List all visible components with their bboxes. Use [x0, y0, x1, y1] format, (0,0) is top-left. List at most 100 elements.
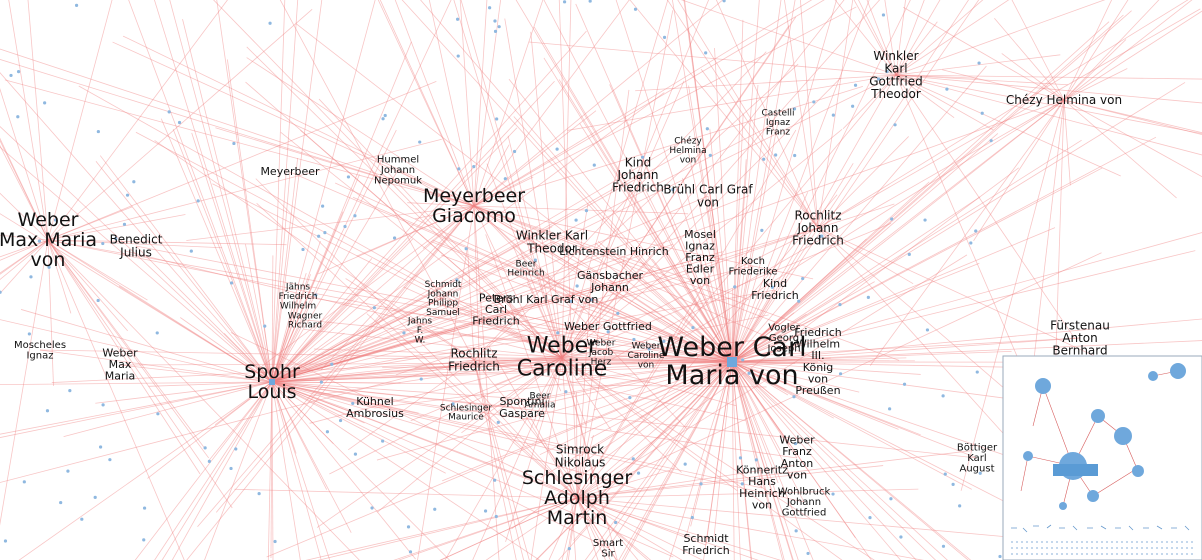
node-label-line: W.: [415, 335, 426, 345]
node-label[interactable]: Simrock Nikolaus: [555, 442, 606, 469]
edge: [715, 0, 819, 229]
hub-node[interactable]: [269, 379, 275, 385]
node-label[interactable]: Vogler Georg Joseph: [766, 323, 800, 355]
node-label[interactable]: Gänsbacher Johann: [577, 269, 643, 294]
edge: [473, 205, 551, 281]
node-label[interactable]: Castelli Ignaz Franz: [761, 108, 794, 137]
edge: [329, 227, 819, 475]
node-label[interactable]: Weber Jacob Herz: [587, 338, 616, 367]
node-dot: [207, 459, 211, 464]
node-label[interactable]: Mosel Ignaz Franz Edler von: [684, 228, 716, 287]
node-label[interactable]: Spontini Gaspare: [499, 395, 545, 420]
edge: [473, 359, 733, 363]
edge: [561, 357, 843, 560]
edge: [271, 149, 689, 383]
edge: [834, 0, 897, 76]
node-label[interactable]: Peters Carl Friedrich: [472, 291, 519, 327]
node-label[interactable]: Friedrich Wilhelm III. König von Preußen: [794, 326, 841, 397]
edge: [576, 129, 797, 499]
node-label[interactable]: Spohr Louis: [244, 361, 300, 403]
edge: [473, 0, 724, 207]
node-label[interactable]: Meyerbeer: [260, 165, 320, 178]
node-dot: [616, 311, 620, 315]
node-dot: [975, 370, 979, 374]
edge: [895, 74, 1076, 340]
node-label-line: Weber: [587, 338, 616, 348]
node-label[interactable]: Könneritz Hans Heinrich von: [736, 464, 788, 512]
edge: [535, 361, 733, 560]
node-label[interactable]: Schmidt Friedrich: [682, 532, 729, 557]
node-dot: [762, 157, 766, 161]
node-label[interactable]: Benedict Julius: [110, 232, 163, 259]
node-dot: [574, 218, 578, 222]
node-label[interactable]: Koch Friederike: [728, 256, 777, 278]
edge: [561, 357, 733, 363]
node-label[interactable]: Jähns Friedrich Wilhelm: [279, 282, 318, 311]
node-label-line: Schlesinger: [440, 403, 493, 413]
node-label[interactable]: Weber Max Maria von: [0, 209, 97, 271]
node-label[interactable]: Hummel Johann Nepomuk: [374, 155, 422, 187]
node-label[interactable]: Kühnel Ambrosius: [346, 395, 404, 420]
node-label[interactable]: Brühl Carl Graf von: [663, 182, 753, 209]
node-label[interactable]: Kind Friedrich: [751, 277, 798, 302]
minimap-frame: [1002, 355, 1202, 560]
edge: [731, 19, 744, 363]
edge: [271, 361, 733, 383]
node-label[interactable]: Böttiger Karl August: [957, 443, 998, 475]
node-dot: [16, 70, 21, 74]
node-label[interactable]: Moscheles Ignaz: [14, 340, 66, 362]
node-label[interactable]: Beer Heinrich: [507, 259, 544, 278]
edge: [731, 361, 799, 560]
node-label[interactable]: Wohlbruck Johann Gottfried: [778, 487, 831, 519]
node-label[interactable]: Weber Carl Maria von: [657, 331, 806, 390]
node-label[interactable]: Fürstenau Anton Bernhard: [1050, 318, 1110, 357]
node-dot: [923, 218, 927, 222]
node-label[interactable]: Lichtenstein Hinrich: [559, 245, 669, 258]
node-label-line: Weber: [527, 333, 598, 358]
node-label-line: F.: [417, 326, 424, 336]
hub-node[interactable]: [727, 357, 737, 367]
edge: [376, 361, 733, 461]
edge: [731, 361, 972, 560]
node-label[interactable]: Meyerbeer Giacomo: [423, 185, 525, 227]
edge: [271, 381, 328, 490]
edge: [869, 99, 1065, 366]
node-label[interactable]: Chézy Helmina von: [669, 135, 706, 165]
edge: [147, 381, 273, 479]
edge: [473, 0, 488, 207]
node-label[interactable]: Weber Caroline: [517, 333, 608, 381]
edge: [271, 326, 469, 383]
node-label[interactable]: Weber Max Maria: [102, 346, 138, 382]
node-label[interactable]: Schmidt Johann Philipp Samuel: [425, 279, 462, 317]
minimap[interactable]: [1002, 355, 1202, 560]
node-label[interactable]: Brühl Karl Graf von: [494, 293, 599, 306]
edge: [731, 361, 787, 391]
node-label[interactable]: Wagner Richard: [288, 311, 323, 330]
node-label[interactable]: Schlesinger Adolph Martin: [522, 467, 632, 529]
edge: [731, 99, 1065, 363]
edge: [271, 0, 299, 383]
node-label[interactable]: Weber Franz Anton von: [779, 434, 815, 482]
edge: [271, 140, 683, 383]
node-label[interactable]: Rochlitz Friedrich: [448, 346, 500, 373]
node-label[interactable]: Smart Sir: [593, 538, 623, 560]
edge: [533, 26, 733, 363]
node-label[interactable]: Jahns F. W.: [407, 316, 433, 345]
edge: [621, 361, 733, 560]
node-label[interactable]: Weber Gottfried: [564, 320, 652, 333]
node-label[interactable]: Weber Caroline von: [627, 341, 665, 370]
node-label[interactable]: Chézy Helmina von: [1006, 93, 1122, 107]
node-label[interactable]: Winkler Karl Gottfried Theodor: [869, 49, 923, 101]
node-label[interactable]: Kind Johann Friedrich: [612, 155, 664, 194]
node-label[interactable]: Rochlitz Johann Friedrich: [792, 208, 844, 247]
node-label[interactable]: Schlesinger Maurice: [440, 403, 493, 422]
edge: [461, 357, 563, 434]
node-label-line: Benedict: [110, 232, 163, 246]
edge: [300, 129, 563, 359]
node-label[interactable]: Beer Amalia: [525, 391, 556, 410]
edge: [629, 0, 819, 229]
edge: [47, 239, 201, 475]
edge: [271, 381, 798, 459]
node-label[interactable]: Winkler Karl Theodor: [516, 228, 588, 255]
